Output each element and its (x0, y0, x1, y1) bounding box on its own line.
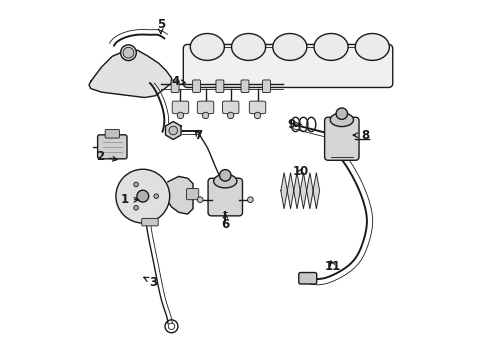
Text: 9: 9 (288, 118, 301, 131)
FancyBboxPatch shape (197, 101, 214, 114)
Circle shape (154, 194, 159, 198)
FancyBboxPatch shape (241, 80, 249, 93)
FancyBboxPatch shape (263, 80, 270, 93)
Polygon shape (168, 176, 193, 214)
FancyBboxPatch shape (208, 178, 243, 216)
FancyBboxPatch shape (299, 273, 317, 284)
Ellipse shape (330, 113, 353, 127)
Text: 1: 1 (121, 193, 139, 206)
Circle shape (169, 126, 177, 135)
Circle shape (134, 206, 138, 210)
Text: 2: 2 (96, 150, 117, 163)
FancyBboxPatch shape (98, 135, 127, 159)
Ellipse shape (314, 33, 348, 60)
Ellipse shape (214, 174, 237, 188)
FancyBboxPatch shape (142, 219, 158, 226)
FancyBboxPatch shape (222, 101, 239, 114)
FancyBboxPatch shape (193, 80, 200, 93)
Polygon shape (287, 173, 294, 209)
Polygon shape (281, 173, 287, 209)
Circle shape (247, 197, 253, 203)
FancyBboxPatch shape (216, 80, 224, 93)
Text: 6: 6 (221, 213, 229, 231)
Ellipse shape (273, 33, 307, 60)
Circle shape (120, 173, 166, 220)
Circle shape (220, 170, 231, 181)
Text: 7: 7 (195, 129, 202, 142)
FancyBboxPatch shape (324, 117, 359, 160)
Circle shape (121, 45, 136, 60)
Circle shape (336, 108, 347, 120)
FancyBboxPatch shape (105, 130, 120, 138)
Circle shape (197, 197, 203, 203)
Text: 11: 11 (325, 260, 341, 273)
Polygon shape (166, 122, 181, 139)
Polygon shape (300, 173, 307, 209)
Circle shape (137, 190, 148, 202)
Text: 4: 4 (171, 75, 185, 88)
FancyBboxPatch shape (249, 101, 266, 114)
Ellipse shape (355, 33, 390, 60)
Polygon shape (307, 173, 313, 209)
Text: 5: 5 (157, 18, 165, 34)
Circle shape (116, 169, 170, 223)
Polygon shape (294, 173, 300, 209)
Circle shape (123, 177, 162, 216)
Circle shape (134, 182, 138, 187)
Polygon shape (313, 173, 319, 209)
Circle shape (227, 112, 234, 119)
Text: 10: 10 (293, 165, 309, 177)
Circle shape (123, 47, 134, 58)
Circle shape (254, 112, 261, 119)
Circle shape (202, 112, 209, 119)
Text: 8: 8 (353, 129, 369, 142)
FancyBboxPatch shape (187, 189, 199, 200)
Ellipse shape (232, 33, 266, 60)
Polygon shape (89, 50, 172, 98)
FancyBboxPatch shape (172, 101, 189, 114)
Text: 3: 3 (144, 276, 158, 289)
Ellipse shape (190, 33, 224, 60)
FancyBboxPatch shape (171, 80, 179, 93)
Circle shape (177, 112, 184, 119)
FancyBboxPatch shape (183, 44, 393, 87)
